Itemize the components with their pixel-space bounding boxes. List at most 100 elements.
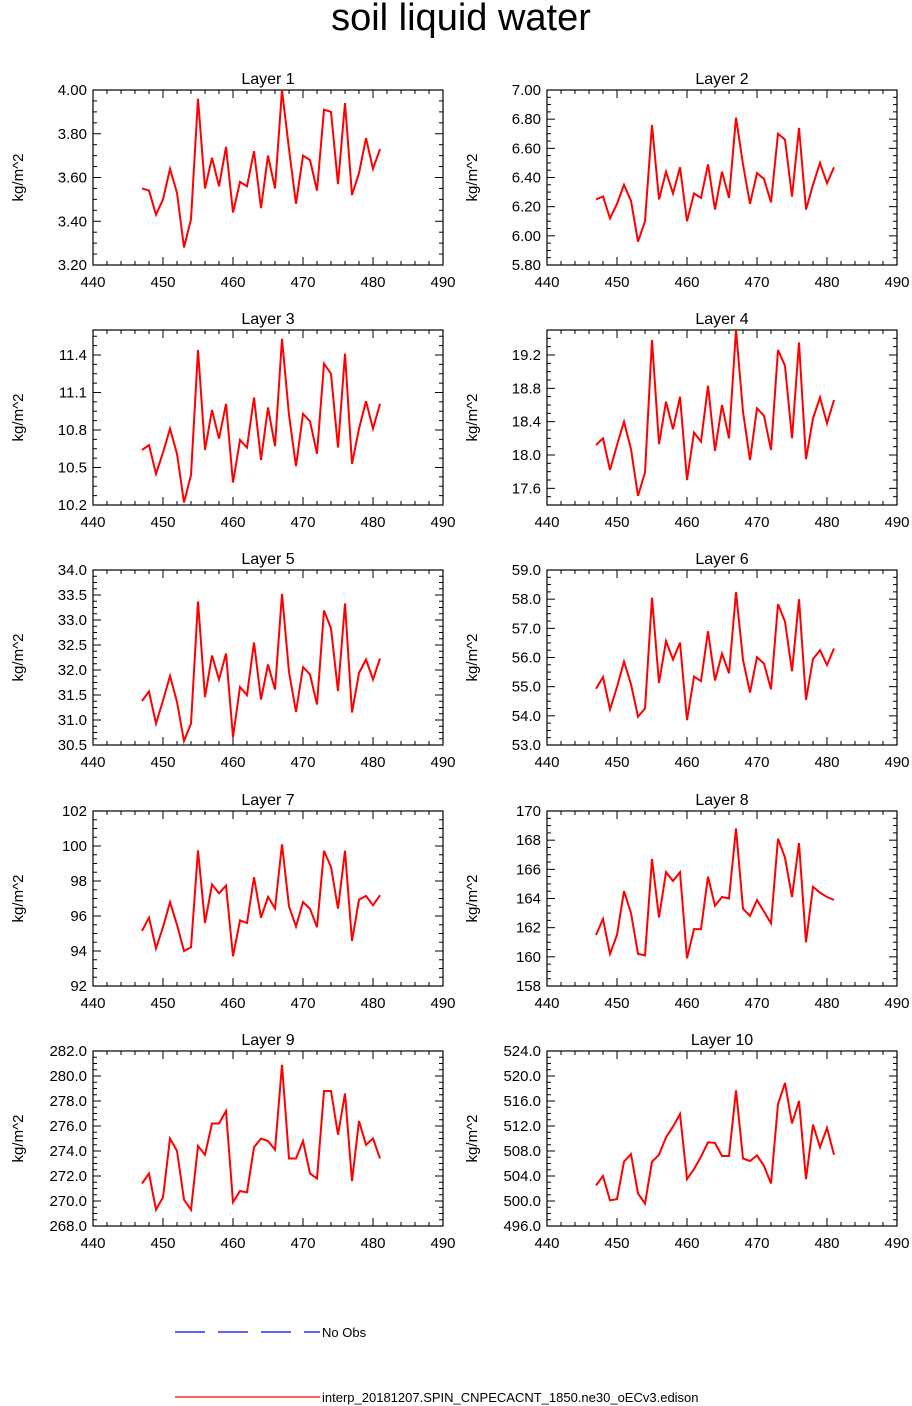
panel-title: Layer 3: [241, 311, 294, 328]
y-tick-label: 32.5: [58, 637, 87, 654]
y-tick-label: 58.0: [512, 591, 541, 608]
x-tick-label: 490: [884, 995, 909, 1012]
x-tick-label: 440: [534, 995, 559, 1012]
x-tick-label: 490: [884, 1235, 909, 1252]
x-tick-label: 490: [430, 1235, 455, 1252]
x-tick-label: 490: [430, 514, 455, 531]
x-tick-label: 480: [814, 274, 839, 291]
y-tick-label: 500.0: [503, 1193, 541, 1210]
y-tick-label: 168: [516, 832, 541, 849]
series-line: [595, 1082, 835, 1207]
x-tick-label: 440: [534, 274, 559, 291]
panel-title: Layer 2: [695, 71, 748, 88]
panels-container: Layer 1 kg/m^2 440 450 460 470 480 490 3.20 3.40 3…: [10, 71, 910, 1252]
y-tick-label: 96: [70, 908, 87, 925]
x-tick-label: 480: [814, 754, 839, 771]
panel-2: Layer 2 kg/m^2 440 450 460 470 480 490 5.80 6.00 6…: [464, 71, 910, 291]
x-tick-label: 460: [220, 995, 245, 1012]
y-tick-label: 3.60: [58, 170, 87, 187]
y-tick-label: 3.80: [58, 126, 87, 143]
y-tick-label: 512.0: [503, 1118, 541, 1135]
x-tick-label: 450: [150, 754, 175, 771]
y-tick-label: 6.60: [512, 140, 541, 157]
y-tick-label: 30.5: [58, 737, 87, 754]
x-tick-label: 440: [80, 1235, 105, 1252]
x-tick-label: 460: [674, 995, 699, 1012]
y-tick-label: 33.0: [58, 612, 87, 629]
x-tick-label: 440: [80, 274, 105, 291]
y-tick-label: 5.80: [512, 257, 541, 274]
y-tick-label: 92: [70, 978, 87, 995]
x-tick-label: 450: [150, 1235, 175, 1252]
y-tick-label: 6.00: [512, 228, 541, 245]
y-tick-label: 272.0: [49, 1168, 87, 1185]
y-tick-label: 524.0: [503, 1043, 541, 1060]
y-tick-label: 18.8: [512, 380, 541, 397]
x-tick-label: 470: [290, 1235, 315, 1252]
y-tick-label: 164: [516, 891, 541, 908]
x-tick-label: 480: [360, 754, 385, 771]
panel-title: Layer 7: [241, 792, 294, 809]
y-tick-label: 6.40: [512, 170, 541, 187]
x-tick-label: 470: [290, 274, 315, 291]
x-tick-label: 460: [674, 514, 699, 531]
series-line: [595, 117, 835, 243]
y-tick-label: 11.4: [59, 347, 87, 364]
plot-frame: [546, 329, 898, 506]
y-tick-label: 3.40: [58, 213, 87, 230]
x-tick-label: 480: [360, 514, 385, 531]
panel-title: Layer 9: [241, 1032, 294, 1049]
y-tick-label: 54.0: [512, 708, 541, 725]
x-tick-label: 490: [430, 995, 455, 1012]
y-tick-label: 162: [516, 920, 541, 937]
x-tick-label: 460: [674, 1235, 699, 1252]
x-tick-label: 450: [150, 274, 175, 291]
panel-7: Layer 7 kg/m^2 440 450 460 470 480 490 92 94 96 98 1…: [10, 792, 456, 1012]
y-tick-label: 98: [70, 873, 87, 890]
x-tick-label: 460: [220, 274, 245, 291]
panel-5: Layer 5 kg/m^2 440 450 460 470 480 490 30.5 31.0 3…: [10, 551, 456, 771]
x-tick-label: 460: [220, 514, 245, 531]
y-tick-label: 276.0: [49, 1118, 87, 1135]
panel-8: Layer 8 kg/m^2 440 450 460 470 480 490 158 160 162…: [464, 792, 910, 1012]
series-line: [141, 89, 381, 248]
y-axis-label: kg/m^2: [464, 634, 481, 682]
y-tick-label: 11.1: [59, 385, 87, 402]
y-tick-label: 17.6: [512, 480, 541, 497]
y-tick-label: 100: [62, 838, 87, 855]
y-tick-label: 158: [516, 978, 541, 995]
x-tick-label: 440: [534, 1235, 559, 1252]
x-tick-label: 470: [744, 995, 769, 1012]
legend-label-2: interp_20181207.SPIN_CNPECACNT_1850.ne30…: [322, 1390, 699, 1405]
y-tick-label: 33.5: [58, 587, 87, 604]
series-line: [141, 1064, 381, 1213]
x-tick-label: 460: [674, 754, 699, 771]
y-tick-label: 31.0: [58, 712, 87, 729]
y-tick-label: 268.0: [49, 1218, 87, 1235]
y-tick-label: 508.0: [503, 1143, 541, 1160]
y-axis-label: kg/m^2: [464, 394, 481, 442]
x-tick-label: 470: [290, 514, 315, 531]
x-tick-label: 440: [80, 995, 105, 1012]
y-tick-label: 6.20: [512, 199, 541, 216]
y-tick-label: 278.0: [49, 1093, 87, 1110]
y-tick-label: 55.0: [512, 679, 541, 696]
x-tick-label: 470: [290, 754, 315, 771]
y-tick-label: 7.00: [512, 82, 541, 99]
x-tick-label: 450: [150, 995, 175, 1012]
x-tick-label: 480: [814, 514, 839, 531]
x-tick-label: 440: [80, 514, 105, 531]
y-axis-label: kg/m^2: [10, 634, 27, 682]
y-tick-label: 57.0: [512, 620, 541, 637]
y-axis-label: kg/m^2: [464, 154, 481, 202]
x-tick-label: 470: [744, 754, 769, 771]
x-tick-label: 450: [604, 1235, 629, 1252]
plot-frame: [92, 89, 444, 266]
plot-frame: [92, 569, 444, 746]
x-tick-label: 450: [604, 754, 629, 771]
plot-frame: [546, 89, 898, 266]
series-line: [141, 844, 381, 957]
panel-1: Layer 1 kg/m^2 440 450 460 470 480 490 3.20 3.40 3…: [10, 71, 456, 291]
series-line: [141, 338, 381, 503]
